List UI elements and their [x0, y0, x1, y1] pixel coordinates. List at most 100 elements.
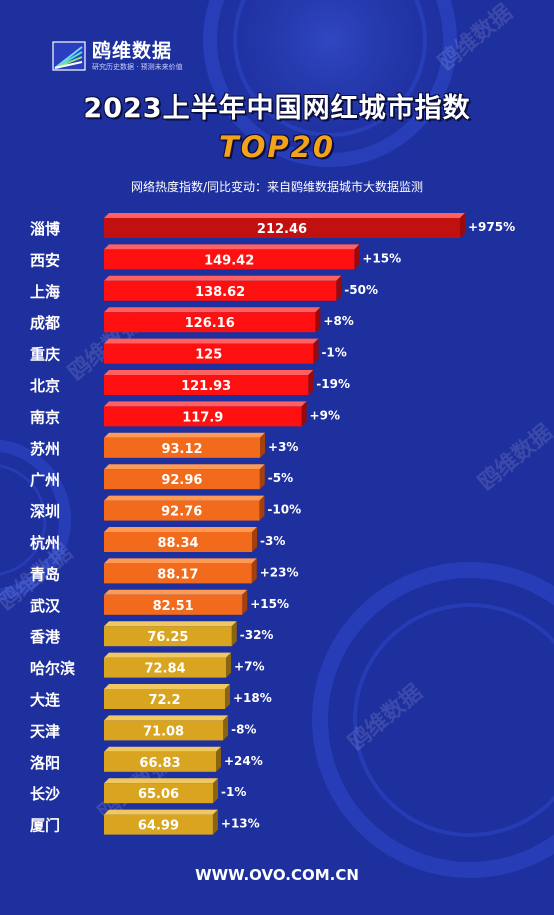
bar-value-label: 93.12 [161, 442, 202, 457]
bar-value-label: 64.99 [138, 819, 179, 834]
bar-top-face [104, 432, 266, 438]
bar [104, 594, 243, 615]
bar [104, 469, 260, 490]
bar-value-label: 82.51 [153, 599, 194, 614]
bar-top-face [104, 527, 258, 532]
bar [104, 312, 316, 333]
yoy-change-label: +15% [362, 251, 401, 265]
bar-value-label: 92.76 [161, 505, 202, 520]
city-label: 武汉 [30, 597, 61, 615]
yoy-change-label: -10% [267, 503, 301, 517]
bar-side-face [315, 307, 321, 333]
yoy-change-label: +3% [268, 440, 298, 454]
city-label: 北京 [30, 377, 60, 395]
page-subtitle: 网络热度指数/同比变动：来自鸥维数据城市大数据监测 [130, 180, 424, 194]
bar-side-face [259, 464, 265, 490]
bar-top-face [104, 778, 219, 784]
city-label: 杭州 [30, 534, 60, 552]
yoy-change-label: +9% [310, 408, 340, 422]
bar-side-face [212, 809, 218, 835]
bar-top-face [104, 464, 265, 470]
bar-side-face [259, 495, 265, 521]
bar [104, 406, 302, 427]
yoy-change-label: -50% [344, 283, 378, 297]
bar-side-face [460, 213, 465, 238]
bar-top-face [104, 275, 342, 281]
bar-side-face [224, 684, 230, 709]
footer-url: WWW.OVO.COM.CN [195, 866, 359, 884]
yoy-change-label: -3% [260, 534, 285, 548]
yoy-change-label: -5% [268, 471, 293, 485]
bar [104, 249, 355, 270]
yoy-change-label: -32% [240, 628, 274, 642]
city-label: 深圳 [30, 503, 60, 521]
bar-top-face [104, 684, 230, 689]
brand-slogan: 研究历史数据 · 预测未来价值 [92, 63, 183, 71]
bar-top-face [104, 589, 248, 595]
bar-side-face [213, 778, 219, 804]
page-title-top20: TOP20 [218, 130, 336, 164]
bar-side-face [308, 370, 314, 395]
yoy-change-label: -8% [231, 722, 256, 736]
yoy-change-label: -19% [316, 377, 350, 391]
bar-value-label: 66.83 [139, 756, 180, 771]
bar-side-face [313, 338, 319, 364]
bar [104, 532, 253, 552]
bar [104, 437, 261, 458]
bar-top-face [104, 338, 319, 344]
bar [104, 689, 225, 709]
city-label: 成都 [30, 314, 60, 332]
bar-side-face [252, 527, 258, 552]
bar-value-label: 212.46 [257, 222, 307, 237]
city-label: 哈尔滨 [30, 660, 75, 678]
bar [104, 626, 232, 647]
bar [104, 563, 252, 584]
city-label: 上海 [30, 283, 60, 301]
bar-top-face [104, 621, 237, 627]
bar-value-label: 117.9 [182, 410, 223, 425]
bar-value-label: 72.84 [144, 662, 185, 677]
bar-top-face [104, 558, 257, 564]
yoy-change-label: +18% [233, 691, 272, 705]
bar [104, 657, 227, 678]
bar-value-label: 72.2 [148, 693, 180, 708]
yoy-change-label: +15% [250, 597, 289, 611]
bar-side-face [242, 589, 248, 615]
bar-top-face [104, 809, 218, 815]
city-label: 天津 [30, 722, 60, 740]
bar [104, 814, 213, 835]
bar-top-face [104, 746, 221, 752]
bar-value-label: 88.17 [157, 567, 198, 582]
bar-top-face [104, 307, 321, 313]
city-label: 厦门 [30, 817, 60, 835]
yoy-change-label: +23% [260, 565, 299, 579]
bar-top-face [104, 495, 265, 501]
bar-side-face [301, 401, 307, 427]
bar-top-face [104, 715, 229, 721]
bar [104, 375, 309, 395]
yoy-change-label: -1% [321, 346, 346, 360]
bar [104, 280, 337, 301]
bar-value-label: 71.08 [143, 724, 184, 739]
city-label: 洛阳 [30, 754, 60, 772]
bar-value-label: 149.42 [204, 253, 254, 268]
brand-logo: 鸥维数据 研究历史数据 · 预测未来价值 [52, 40, 183, 72]
logo-fan-icon [52, 41, 86, 71]
city-label: 长沙 [30, 785, 60, 803]
city-label: 重庆 [30, 346, 60, 364]
yoy-change-label: +8% [323, 314, 353, 328]
bar-side-face [251, 558, 257, 584]
brand-name: 鸥维数据 [92, 40, 173, 62]
bar-top-face [104, 652, 232, 658]
bar-top-face [104, 370, 314, 375]
bar-value-label: 76.25 [147, 630, 188, 645]
bar [104, 218, 460, 238]
bar-side-face [226, 652, 232, 678]
bar [104, 343, 314, 364]
city-label: 西安 [30, 251, 60, 269]
bar-top-face [104, 244, 360, 250]
bar-value-label: 88.34 [157, 536, 198, 551]
bar-value-label: 126.16 [185, 316, 235, 331]
